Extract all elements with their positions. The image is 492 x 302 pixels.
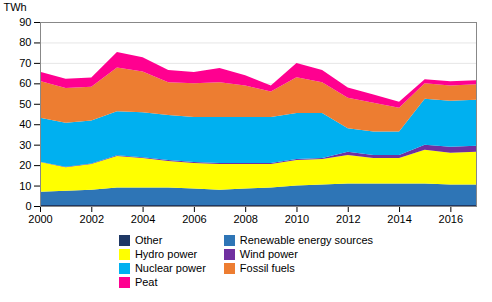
- svg-text:60: 60: [19, 77, 31, 89]
- svg-text:TWh: TWh: [4, 1, 27, 13]
- html-text:Wind power: Wind power: [239, 248, 298, 260]
- svg-text:2010: 2010: [285, 213, 309, 225]
- html-text:Nuclear power: Nuclear power: [134, 262, 206, 274]
- html-text:Peat: Peat: [134, 276, 158, 288]
- svg-text:2008: 2008: [233, 213, 257, 225]
- svg-text:2014: 2014: [387, 213, 411, 225]
- svg-text:40: 40: [19, 118, 31, 130]
- svg-text:70: 70: [19, 57, 31, 69]
- svg-text:30: 30: [19, 139, 31, 151]
- svg-text:2016: 2016: [439, 213, 463, 225]
- svg-text:10: 10: [19, 180, 31, 192]
- svg-text:2002: 2002: [80, 213, 104, 225]
- svg-text:2000: 2000: [28, 213, 52, 225]
- svg-text:80: 80: [19, 36, 31, 48]
- svg-text:2004: 2004: [131, 213, 155, 225]
- svg-text:20: 20: [19, 159, 31, 171]
- svg-text:2006: 2006: [182, 213, 206, 225]
- html-text:Renewable energy sources: Renewable energy sources: [239, 234, 374, 246]
- html-text:Fossil fuels: Fossil fuels: [239, 262, 295, 274]
- svg-text:0: 0: [25, 200, 31, 212]
- svg-text:50: 50: [19, 98, 31, 110]
- html-text:Hydro power: Hydro power: [134, 248, 198, 260]
- svg-text:2012: 2012: [336, 213, 360, 225]
- svg-text:90: 90: [19, 16, 31, 28]
- html-text:Other: Other: [134, 234, 163, 246]
